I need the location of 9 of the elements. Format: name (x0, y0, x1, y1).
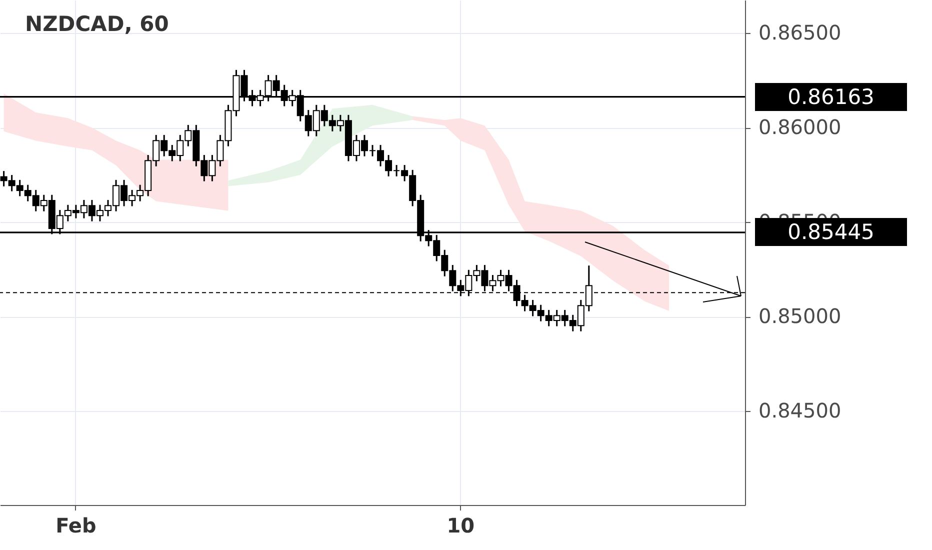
ref-line-label: 0.86163 (755, 82, 907, 111)
y-tick-label: 0.84500 (758, 398, 842, 423)
ref-line-label: 0.85445 (755, 218, 907, 246)
y-tick-label: 0.85000 (758, 304, 842, 328)
x-tick-label: Feb (56, 514, 96, 538)
text: NZDCAD, 60 (25, 12, 169, 36)
y-tick-label: 0.86000 (758, 115, 842, 140)
x-tick-label: 10 (446, 514, 475, 538)
y-tick-label: 0.86500 (758, 20, 842, 45)
